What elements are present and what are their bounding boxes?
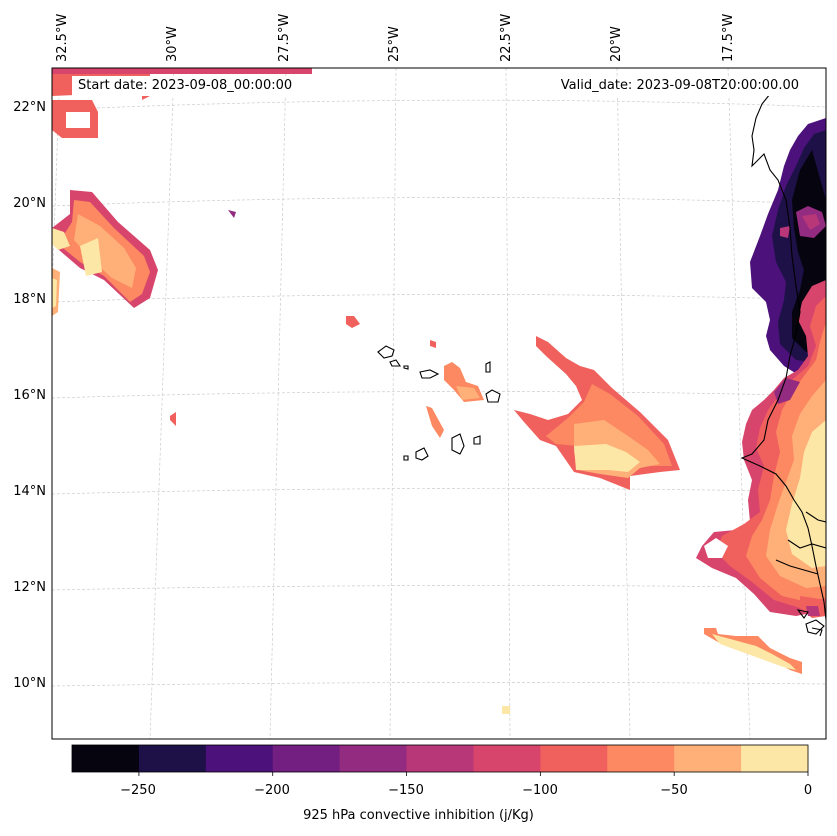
cin-region-south-band (704, 628, 802, 674)
lat-label: 14°N (13, 484, 46, 499)
island-santiago (451, 433, 465, 455)
colorbar-segment (607, 745, 675, 772)
colorbar-segment (674, 745, 742, 772)
colorbar-ticks (138, 772, 809, 776)
island-brava (403, 455, 409, 461)
island-fogo (415, 447, 429, 461)
lat-label: 18°N (13, 292, 46, 307)
lon-label: 27.5°W (277, 14, 292, 62)
valid-date-label: Valid_date: 2023-09-08T20:00:00.00 (554, 76, 805, 96)
colorbar (71, 744, 809, 773)
colorbar-tick-label: −200 (254, 783, 290, 798)
coast-inlet (787, 539, 826, 549)
longitude-labels: 32.5°W 30°W 27.5°W 25°W 22.5°W 20°W 17.5… (55, 14, 736, 62)
island-sal (485, 361, 491, 373)
colorbar-label: 925 hPa convective inhibition (j/Kg) (303, 808, 534, 823)
island-sao-nicolau (419, 369, 440, 379)
island-maio (473, 435, 481, 445)
island-sao-vicente (389, 359, 402, 367)
lat-label: 22°N (13, 100, 46, 115)
colorbar-segment (339, 745, 408, 772)
cape-verde-islands (377, 345, 501, 461)
bissagos-island (796, 609, 809, 619)
colorbar-segment (138, 745, 207, 772)
lon-label: 17.5°W (721, 14, 736, 62)
start-date-label: Start date: 2023-09-08_00:00:00 (72, 76, 299, 96)
colorbar-segment (272, 745, 341, 772)
gridlines (52, 68, 826, 739)
lat-label: 10°N (13, 676, 46, 691)
lat-label: 12°N (13, 580, 46, 595)
lon-label: 22.5°W (499, 14, 514, 62)
island-santo-antao (377, 345, 395, 359)
lat-label: 16°N (13, 388, 46, 403)
colorbar-tick-label: −150 (388, 783, 424, 798)
colorbar-tick-labels: −250 −200 −150 −100 −50 0 (120, 783, 812, 798)
colorbar-tick-label: −100 (522, 783, 558, 798)
cin-region-central (346, 316, 510, 714)
colorbar-segment (72, 745, 140, 772)
coast-inlet (775, 559, 819, 575)
colorbar-tick-label: −50 (660, 783, 687, 798)
map-frame (51, 67, 827, 740)
lon-label: 30°W (165, 26, 180, 62)
colorbar-segment (473, 745, 541, 772)
island-santa-luzia (403, 365, 409, 370)
cin-region-southeast-plume (514, 336, 680, 490)
colorbar-segment (741, 745, 809, 772)
cin-region-west (52, 190, 236, 426)
colorbar-segment (540, 745, 608, 772)
island-boa-vista (485, 389, 501, 403)
gambia-river (805, 511, 826, 523)
latitude-labels: 22°N 20°N 18°N 16°N 14°N 12°N 10°N (13, 100, 46, 691)
colorbar-tick-label: 0 (804, 783, 812, 798)
colorbar-frame (71, 744, 809, 773)
colorbar-segment (406, 745, 474, 772)
bissagos-island (811, 627, 823, 637)
africa-coastline (740, 93, 826, 621)
coastline (740, 93, 826, 637)
colorbar-tick-label: −250 (120, 783, 156, 798)
lon-label: 32.5°W (55, 14, 70, 62)
lon-label: 20°W (609, 26, 624, 62)
cin-region-east-coast-south (696, 280, 826, 618)
lon-label: 25°W (387, 26, 402, 62)
map-background (52, 68, 826, 739)
lat-label: 20°N (13, 196, 46, 211)
colorbar-segment (205, 745, 274, 772)
